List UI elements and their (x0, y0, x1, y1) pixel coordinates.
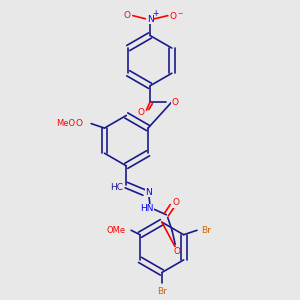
Text: MeO: MeO (56, 119, 75, 128)
Text: Br: Br (201, 226, 211, 235)
Text: N: N (147, 15, 153, 24)
Text: O: O (124, 11, 131, 20)
Text: O: O (173, 247, 180, 256)
Text: O: O (75, 119, 82, 128)
Text: N: N (146, 188, 152, 197)
Text: O: O (172, 98, 178, 106)
Text: HN: HN (140, 204, 154, 213)
Text: OMe: OMe (106, 226, 125, 235)
Text: +: + (152, 9, 158, 18)
Text: O: O (138, 108, 145, 117)
Text: O$^-$: O$^-$ (169, 10, 184, 21)
Text: Br: Br (157, 287, 167, 296)
Text: O: O (172, 198, 179, 207)
Text: HC: HC (110, 183, 123, 192)
